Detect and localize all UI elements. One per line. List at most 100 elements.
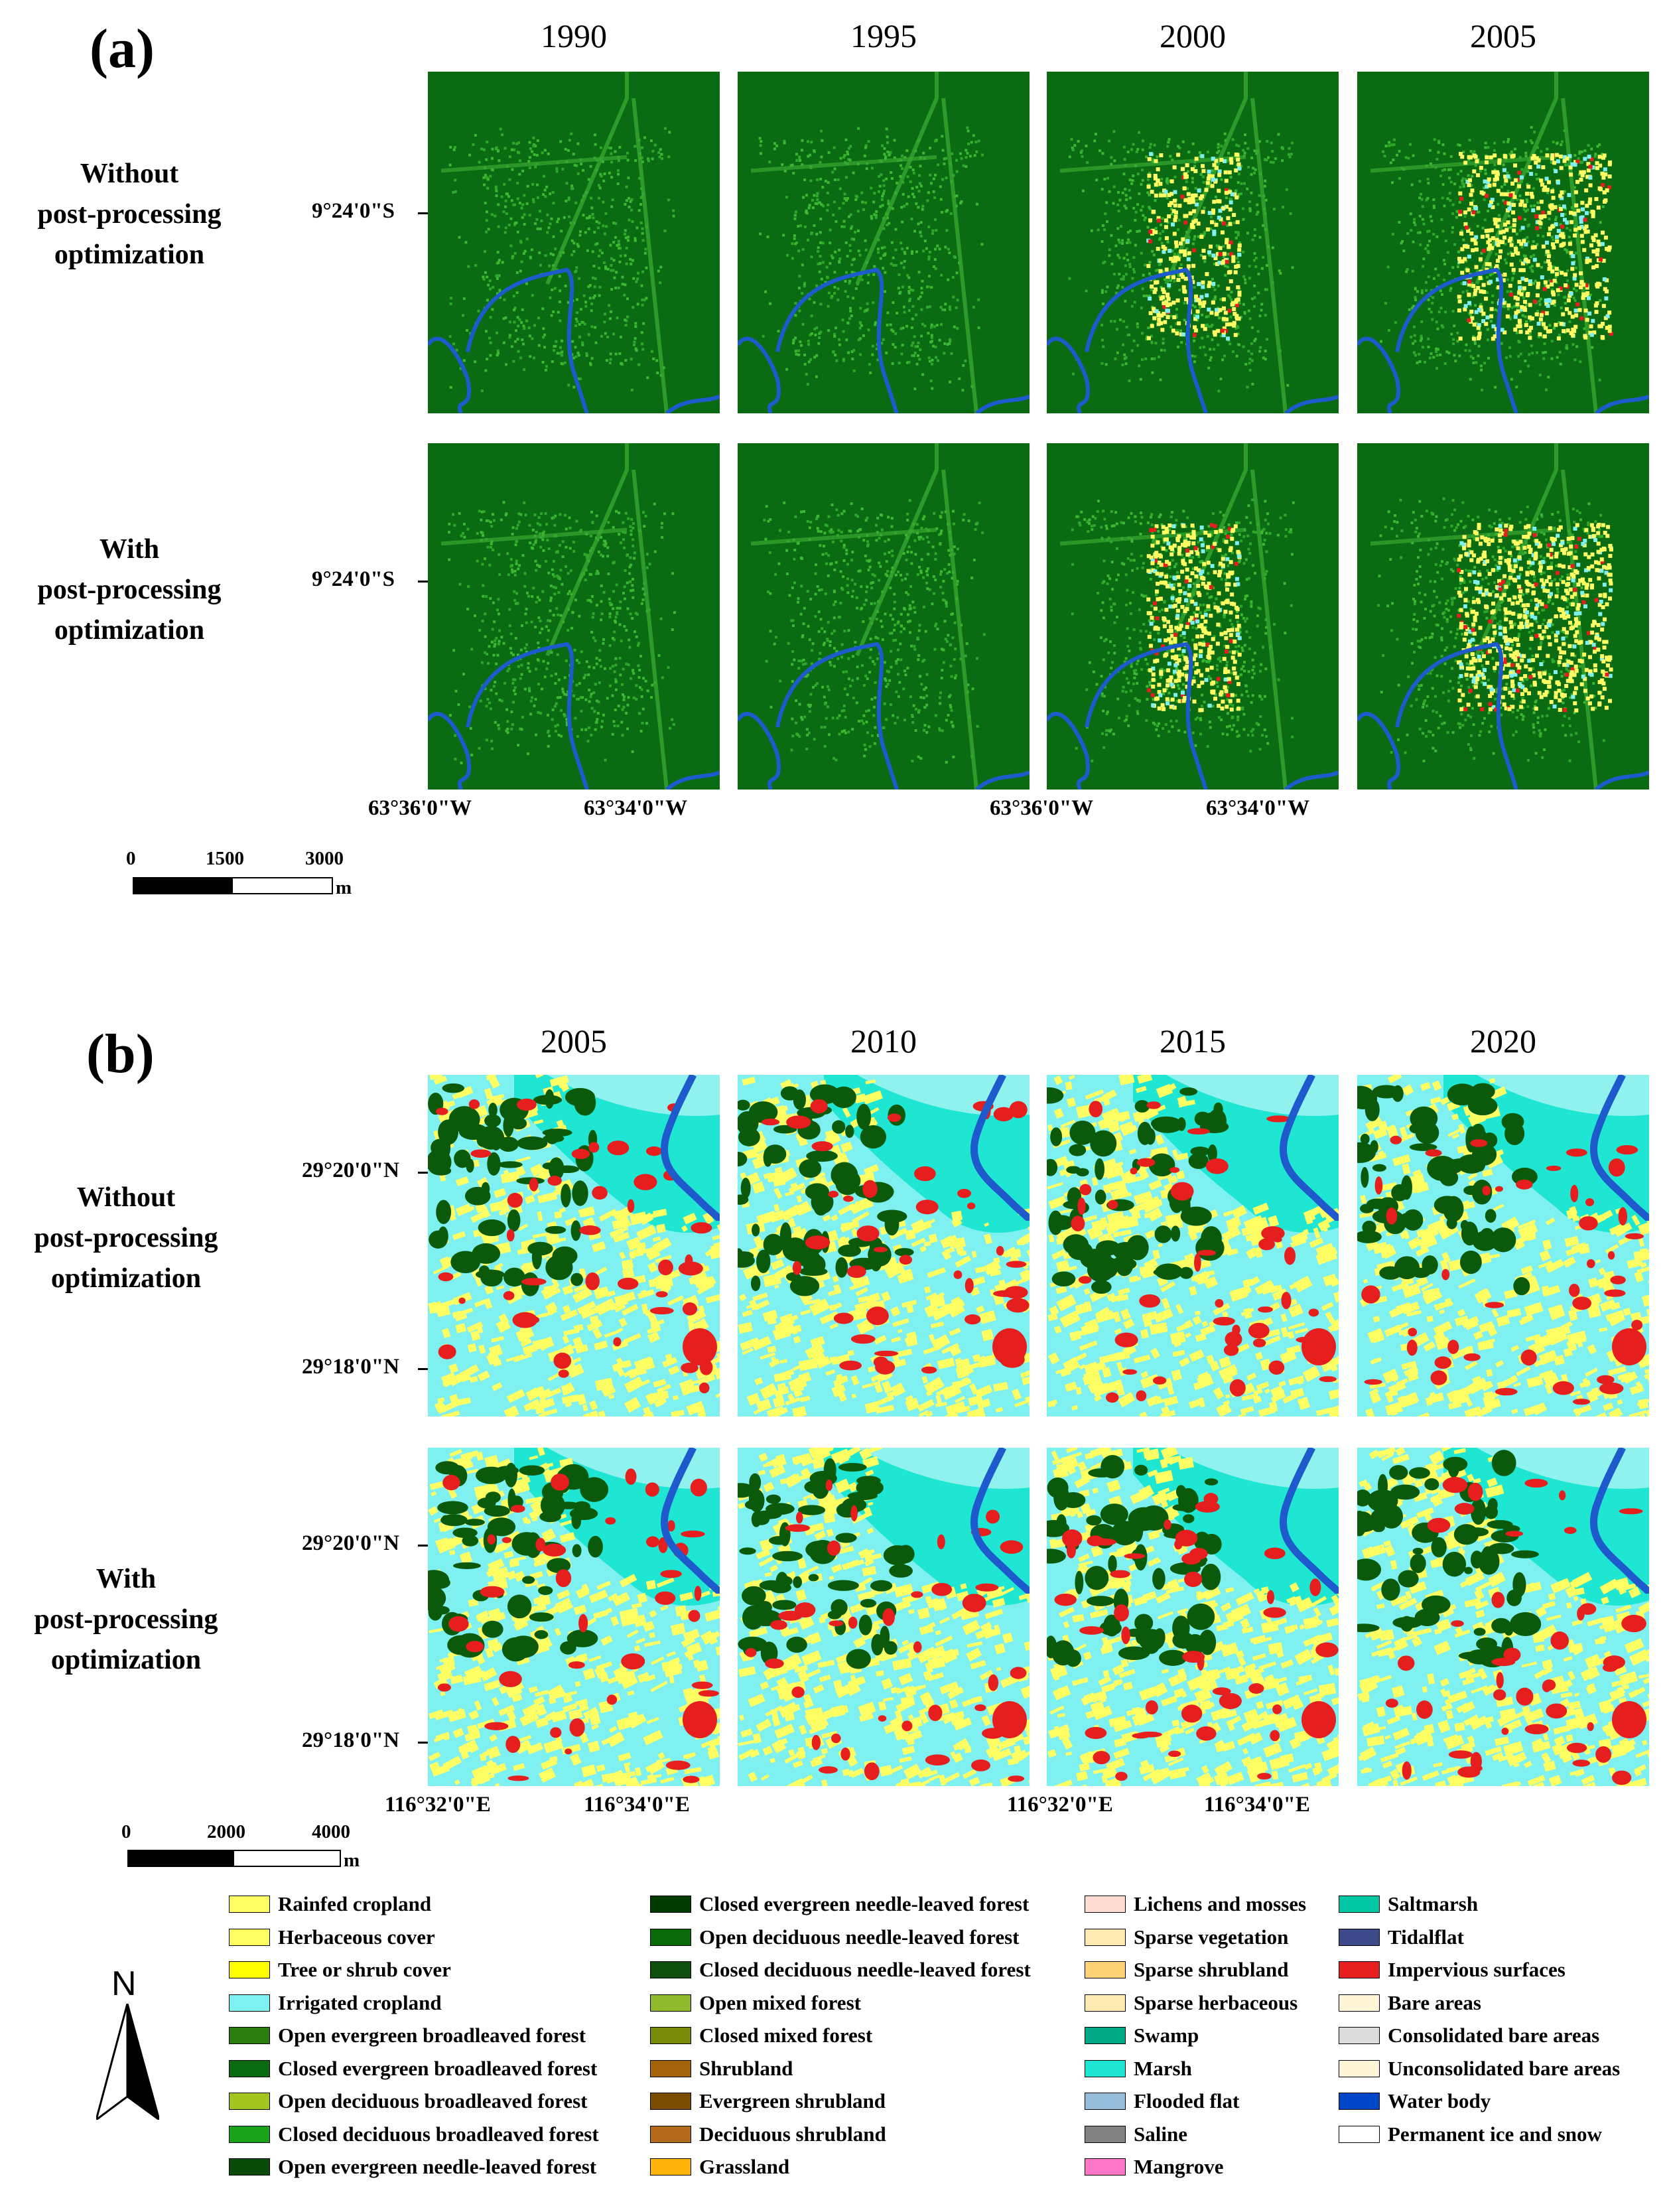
- legend-item: Impervious surfaces: [1339, 1955, 1566, 1984]
- legend-item: Closed deciduous broadleaved forest: [229, 2120, 599, 2149]
- north-label: N: [111, 1965, 137, 2003]
- legend-swatch: [1085, 2158, 1126, 2176]
- legend-label: Grassland: [699, 2155, 790, 2178]
- latitude-label: 29°18'0"N: [302, 1355, 400, 1379]
- legend-item: Rainfed cropland: [229, 1890, 431, 1919]
- legend-item: Open evergreen needle-leaved forest: [229, 2152, 596, 2181]
- land-cover-map: [1357, 1448, 1649, 1786]
- legend-swatch: [1085, 2125, 1126, 2143]
- legend-label: Herbaceous cover: [278, 1925, 435, 1949]
- legend-label: Swamp: [1134, 2024, 1199, 2047]
- legend-swatch: [1339, 2059, 1380, 2077]
- legend-swatch: [1339, 2093, 1380, 2110]
- map-image: [428, 1075, 720, 1417]
- year-label: 2000: [1160, 17, 1226, 54]
- legend-label: Open deciduous needle-leaved forest: [699, 1925, 1020, 1949]
- land-cover-map: [738, 443, 1030, 790]
- map-image: [738, 443, 1030, 790]
- legend-swatch: [229, 1961, 270, 1978]
- legend-item: Unconsolidated bare areas: [1339, 2054, 1620, 2083]
- legend-swatch: [1085, 1896, 1126, 1913]
- legend-label: Lichens and mosses: [1134, 1892, 1307, 1915]
- latitude-label: 29°20'0"N: [302, 1531, 400, 1555]
- legend-swatch: [229, 2093, 270, 2110]
- scale-unit: m: [344, 1850, 360, 1871]
- legend-item: Saline: [1085, 2120, 1187, 2149]
- legend-label: Closed mixed forest: [699, 2024, 873, 2047]
- legend-item: Open evergreen broadleaved forest: [229, 2021, 586, 2050]
- scale-bar: [127, 1850, 341, 1867]
- row-label-line: With: [99, 534, 160, 565]
- legend-swatch: [1339, 2125, 1380, 2143]
- longitude-label: 116°34'0"E: [584, 1793, 690, 1817]
- land-cover-map: [428, 1448, 720, 1786]
- legend-item: Open mixed forest: [650, 1988, 861, 2018]
- map-image: [1047, 1448, 1339, 1786]
- legend-label: Bare areas: [1388, 1990, 1481, 2014]
- latitude-label: 29°20'0"N: [302, 1158, 400, 1182]
- legend-swatch: [650, 2093, 691, 2110]
- legend-item: Tidalflat: [1339, 1923, 1464, 1952]
- legend-swatch: [1085, 2059, 1126, 2077]
- legend-label: Sparse herbaceous: [1134, 1990, 1298, 2014]
- legend-label: Tidalflat: [1388, 1925, 1464, 1949]
- legend-item: Consolidated bare areas: [1339, 2021, 1599, 2050]
- scale-tick-label: 1500: [206, 848, 244, 869]
- map-image: [1357, 1075, 1649, 1417]
- year-label: 2015: [1160, 1022, 1226, 1060]
- map-image: [738, 1448, 1030, 1786]
- year-label: 2010: [850, 1022, 917, 1060]
- land-cover-map: [428, 443, 720, 790]
- legend-label: Closed evergreen broadleaved forest: [278, 2056, 598, 2080]
- legend-item: Closed mixed forest: [650, 2021, 872, 2050]
- row-label-without: Without post-processing optimization: [17, 1178, 235, 1299]
- legend-item: Deciduous shrubland: [650, 2120, 886, 2149]
- longitude-label: 63°36'0"W: [368, 796, 472, 820]
- scale-unit: m: [336, 877, 352, 898]
- legend-swatch: [650, 1896, 691, 1913]
- row-label-line: With: [96, 1564, 157, 1594]
- legend-swatch: [229, 1928, 270, 1946]
- longitude-label: 63°36'0"W: [990, 796, 1094, 820]
- legend-label: Sparse vegetation: [1134, 1925, 1289, 1949]
- row-label-line: Without: [80, 159, 179, 189]
- scale-tick-label: 0: [121, 1821, 131, 1842]
- longitude-label: 116°34'0"E: [1204, 1793, 1310, 1817]
- legend-item: Irrigated cropland: [229, 1988, 442, 2018]
- year-label: 2005: [1470, 17, 1536, 54]
- legend-label: Open deciduous broadleaved forest: [278, 2089, 588, 2112]
- row-label-line: Without: [76, 1182, 176, 1213]
- legend-swatch: [1339, 1994, 1380, 2012]
- legend-item: Swamp: [1085, 2021, 1199, 2050]
- land-cover-map: [1047, 1075, 1339, 1417]
- row-label-line: post-processing: [37, 575, 222, 605]
- legend-label: Rainfed cropland: [278, 1892, 432, 1915]
- legend-label: Irrigated cropland: [278, 1990, 442, 2014]
- legend-swatch: [229, 1994, 270, 2012]
- land-cover-map: [1357, 72, 1649, 413]
- row-label-without: Without post-processing optimization: [20, 154, 239, 275]
- row-label-with: With post-processing optimization: [20, 529, 239, 651]
- legend-label: Open evergreen needle-leaved forest: [278, 2155, 597, 2178]
- legend-label: Unconsolidated bare areas: [1388, 2056, 1621, 2080]
- latitude-label: 9°24'0"S: [312, 567, 395, 591]
- map-image: [1047, 1075, 1339, 1417]
- legend-item: Water body: [1339, 2087, 1491, 2116]
- land-cover-map: [1047, 443, 1339, 790]
- longitude-label: 63°34'0"W: [1206, 796, 1310, 820]
- legend-swatch: [650, 2125, 691, 2143]
- row-label-line: post-processing: [37, 199, 222, 230]
- legend-item: Marsh: [1085, 2054, 1192, 2083]
- legend-swatch: [1085, 2093, 1126, 2110]
- legend-item: Saltmarsh: [1339, 1890, 1478, 1919]
- legend-label: Flooded flat: [1134, 2089, 1240, 2112]
- legend-swatch: [229, 2158, 270, 2176]
- legend-item: Closed evergreen needle-leaved forest: [650, 1890, 1029, 1919]
- legend-swatch: [1085, 1994, 1126, 2012]
- land-cover-map: [1047, 72, 1339, 413]
- legend-swatch: [229, 1896, 270, 1913]
- latitude-label: 9°24'0"S: [312, 199, 395, 223]
- legend-item: Closed evergreen broadleaved forest: [229, 2054, 597, 2083]
- map-image: [428, 443, 720, 790]
- map-image: [1047, 443, 1339, 790]
